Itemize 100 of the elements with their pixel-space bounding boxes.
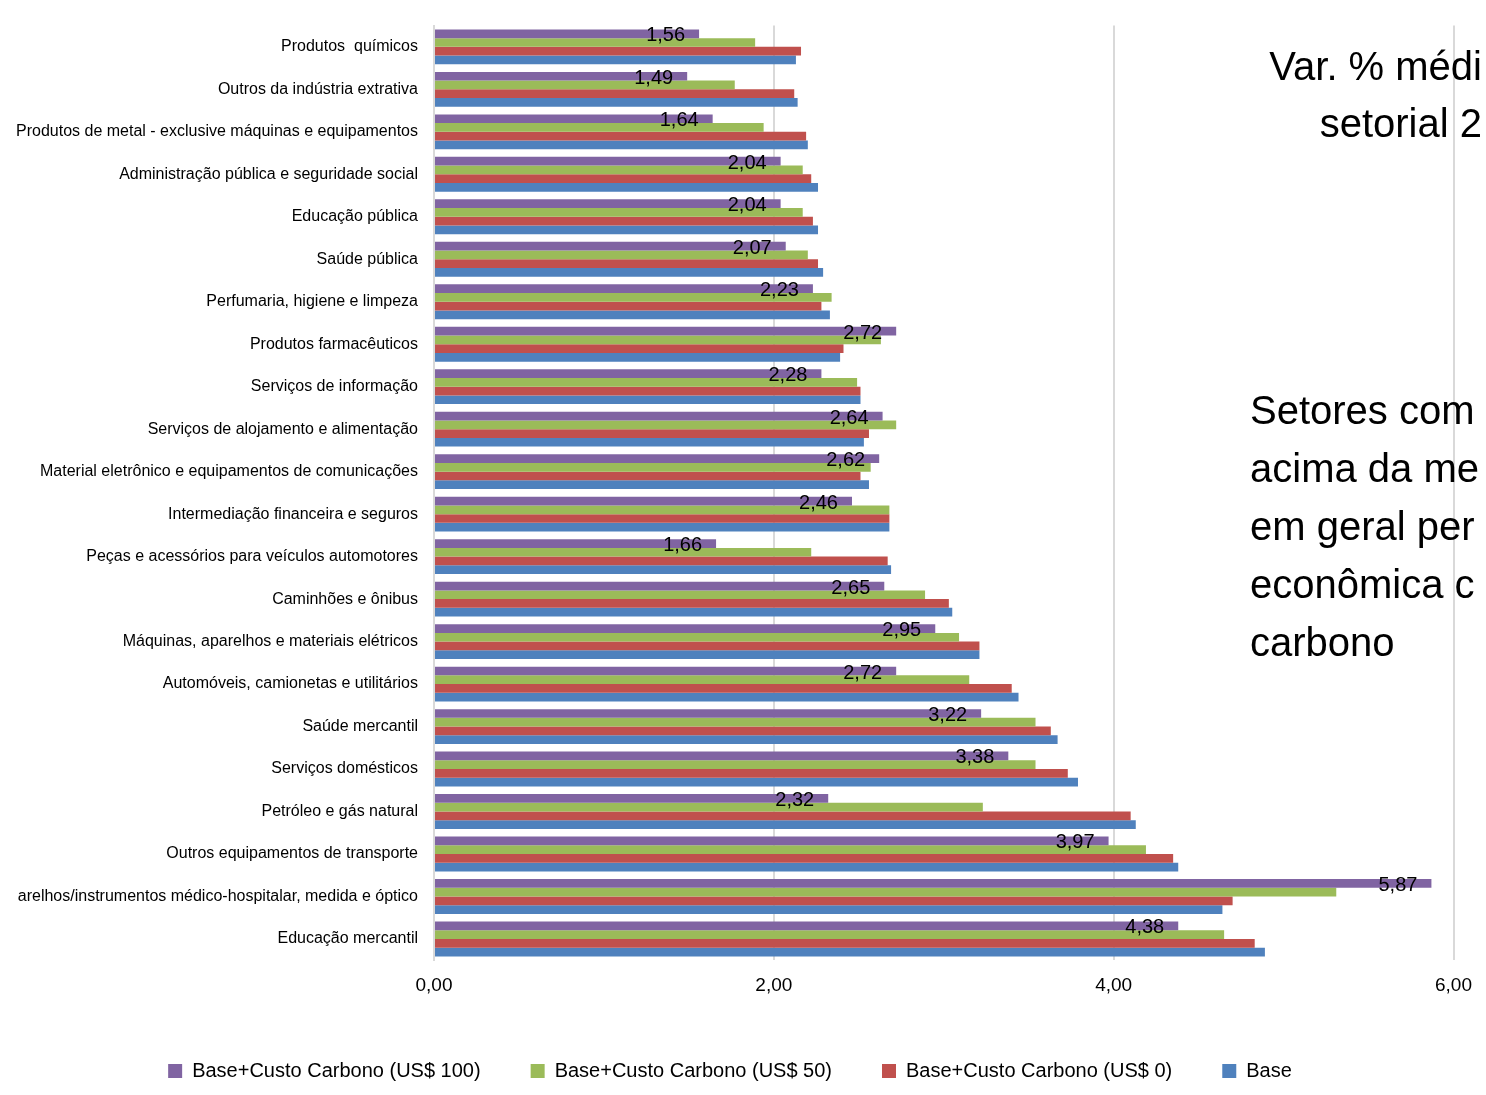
data-label: 1,56 xyxy=(646,23,686,46)
data-label: 2,46 xyxy=(799,490,838,513)
y-tick-label: Intermediação financeira e seguros xyxy=(168,504,418,522)
bar xyxy=(435,301,822,311)
data-label: 2,72 xyxy=(843,320,883,343)
x-tick-label: 4,00 xyxy=(1095,973,1133,995)
data-label: 4,38 xyxy=(1125,915,1165,938)
bar xyxy=(435,344,844,353)
bar xyxy=(435,225,819,235)
bar xyxy=(435,641,980,651)
y-tick-label: Saúde mercantil xyxy=(302,716,418,734)
bar xyxy=(435,267,824,277)
bar xyxy=(435,429,869,438)
bar xyxy=(435,310,830,320)
bar xyxy=(435,395,861,405)
annotation: Var. % médi xyxy=(1269,44,1482,88)
y-tick-label: Serviços de alojamento e alimentação xyxy=(147,419,419,437)
y-tick-label: Serviços domésticos xyxy=(271,759,418,777)
y-tick-label: Administração pública e seguridade social xyxy=(119,164,418,182)
bar xyxy=(435,437,864,447)
data-label: 2,32 xyxy=(775,787,815,810)
bar xyxy=(435,820,1136,829)
legend-label: Base+Custo Carbono (US$ 0) xyxy=(906,1058,1173,1081)
bar xyxy=(435,259,819,268)
bar xyxy=(435,692,1019,702)
y-tick-label: Caminhões e ônibus xyxy=(272,589,418,607)
data-label: 2,28 xyxy=(768,363,808,386)
x-tick-label: 2,00 xyxy=(755,973,793,995)
annotation: em geral per xyxy=(1250,504,1475,548)
annotation: Setores com xyxy=(1250,388,1475,432)
y-tick-label: Produtos de metal - exclusive máquinas e equipamentos xyxy=(16,122,418,140)
y-tick-label: arelhos/instrumentos médico-hospitalar, medida e óptico xyxy=(17,886,419,904)
bar xyxy=(435,183,819,192)
y-tick-label: Outros da indústria extrativa xyxy=(217,79,419,97)
data-label: 1,49 xyxy=(634,65,674,88)
data-label: 3,97 xyxy=(1055,830,1095,853)
bar xyxy=(435,896,1233,906)
bar xyxy=(435,684,1012,693)
bar xyxy=(435,769,1068,778)
bar xyxy=(435,174,812,183)
bar xyxy=(435,565,892,575)
annotation: setorial 2 xyxy=(1319,101,1482,145)
bar xyxy=(435,46,802,56)
bar xyxy=(435,650,980,659)
bar xyxy=(435,55,796,65)
data-label: 2,23 xyxy=(759,278,799,301)
bar xyxy=(435,140,808,150)
y-tick-label: Máquinas, aparelhos e materiais elétricos xyxy=(122,631,418,649)
y-tick-label: Material eletrônico e equipamentos de comunicações xyxy=(40,462,418,480)
data-label: 2,62 xyxy=(826,448,866,471)
y-tick-label: Produtos químicos xyxy=(281,37,418,55)
data-label: 1,66 xyxy=(663,533,703,556)
bar xyxy=(435,131,807,141)
data-label: 3,38 xyxy=(955,745,995,768)
bar xyxy=(435,599,949,608)
bar xyxy=(435,556,888,566)
bar xyxy=(435,854,1174,863)
data-label: 2,72 xyxy=(843,660,883,683)
bar xyxy=(435,480,869,490)
y-tick-label: Educação pública xyxy=(291,207,419,225)
data-label: 2,95 xyxy=(882,618,922,641)
y-tick-label: Petróleo e gás natural xyxy=(261,801,418,819)
annotation: acima da me xyxy=(1250,446,1479,490)
y-tick-label: Produtos farmacêuticos xyxy=(249,334,418,352)
data-label: 1,64 xyxy=(659,108,699,131)
y-tick-label: Peças e acessórios para veículos automotores xyxy=(86,547,418,565)
bar xyxy=(435,514,890,523)
y-tick-label: Perfumaria, higiene e limpeza xyxy=(206,292,419,310)
bar xyxy=(435,938,1255,948)
bar xyxy=(435,726,1051,736)
bar xyxy=(435,887,1337,897)
legend-label: Base+Custo Carbono (US$ 100) xyxy=(192,1058,481,1081)
bar xyxy=(435,905,1223,914)
bar xyxy=(435,386,861,396)
data-label: 2,64 xyxy=(829,405,869,428)
x-tick-label: 0,00 xyxy=(415,973,453,995)
y-tick-label: Educação mercantil xyxy=(277,929,418,947)
y-tick-label: Serviços de informação xyxy=(250,377,419,395)
bar xyxy=(435,607,953,617)
bar xyxy=(435,89,795,99)
data-label: 2,04 xyxy=(727,193,767,216)
x-tick-label: 6,00 xyxy=(1435,973,1472,995)
annotation: econômica c xyxy=(1250,562,1475,606)
bar xyxy=(435,947,1265,957)
legend-label: Base xyxy=(1246,1058,1292,1081)
y-tick-label: Saúde pública xyxy=(316,249,419,267)
data-label: 2,65 xyxy=(831,575,871,598)
y-tick-label: Automóveis, camionetas e utilitários xyxy=(162,674,418,692)
y-tick-label: Outros equipamentos de transporte xyxy=(166,844,419,862)
bar xyxy=(435,777,1078,787)
annotation: carbono xyxy=(1250,620,1395,664)
bar xyxy=(435,216,813,226)
bar xyxy=(435,98,798,107)
legend-label: Base+Custo Carbono (US$ 50) xyxy=(554,1058,833,1081)
bar xyxy=(435,862,1179,872)
bar xyxy=(435,352,841,362)
bar xyxy=(435,735,1058,744)
bar xyxy=(435,471,861,481)
data-label: 2,04 xyxy=(727,150,767,173)
bar xyxy=(435,522,890,532)
